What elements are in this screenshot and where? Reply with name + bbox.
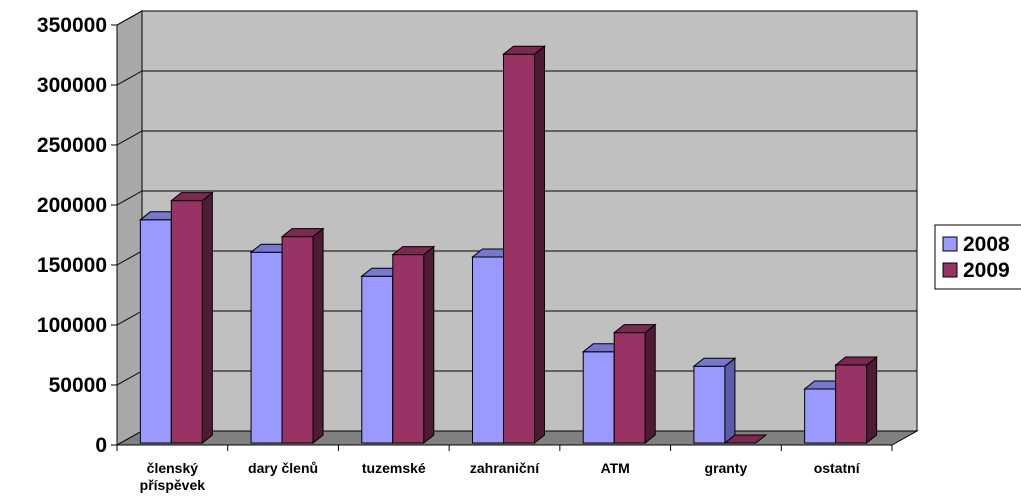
axes (116, 25, 892, 446)
legend: 2008 2009 (934, 224, 1021, 290)
x-axis-ticks: členský příspěvek dary členů tuzemské zahran… (116, 445, 893, 493)
bar-top (612, 324, 657, 334)
bar-front (804, 388, 837, 444)
y-tick-label: 150000 (37, 254, 107, 277)
gridline-side (116, 130, 143, 146)
y-tick-label: 200000 (37, 194, 107, 217)
bar-top (280, 228, 325, 238)
x-tick-label: členský příspěvek (140, 460, 206, 493)
bar-front (693, 365, 726, 444)
y-tick-label: 50000 (49, 374, 107, 397)
bar-2009-6 (834, 355, 879, 445)
bar-side (423, 245, 435, 445)
bar-front (582, 351, 615, 444)
bar-front (281, 236, 314, 444)
bar-front (392, 254, 425, 444)
gridline-side (116, 70, 143, 86)
legend-box (934, 224, 1021, 290)
legend-label-2009: 2009 (963, 259, 1010, 282)
bar-front (170, 200, 203, 444)
bar-2008-5 (692, 357, 737, 445)
bar-side (201, 191, 213, 445)
gridline-side (116, 310, 143, 326)
bar-top (391, 246, 436, 256)
bar-front (835, 364, 868, 444)
bar-2009-3 (502, 45, 546, 445)
bar-2009-4 (612, 323, 657, 445)
bar-side (644, 323, 656, 445)
x-tick-label: dary členů (248, 460, 318, 476)
y-tick-label: 350000 (37, 14, 107, 37)
legend-label-2008: 2008 (963, 233, 1010, 256)
x-tick-label: tuzemské (362, 460, 426, 476)
bar-top (502, 45, 546, 55)
bar-side (534, 45, 545, 445)
bar-front (472, 256, 504, 444)
bar-front (361, 275, 394, 444)
y-axis-ticks: 0 50000 100000 150000 200000 250000 300000 3500… (37, 14, 117, 457)
bar-front (250, 251, 283, 444)
legend-swatch-2009 (942, 262, 958, 278)
y-tick-label: 0 (95, 434, 107, 457)
gridline-side (116, 370, 143, 386)
bar-front (503, 53, 535, 444)
bar-2009-2 (391, 245, 436, 445)
x-tick-label: ATM (601, 460, 630, 476)
x-tick-label: ostatní (814, 460, 861, 476)
bar-side (866, 355, 878, 445)
bar-side (724, 357, 736, 445)
bar-front (613, 332, 646, 444)
bar-2009-1 (280, 227, 325, 445)
y-tick-label: 300000 (37, 74, 107, 97)
gridline-side (116, 250, 143, 266)
bar-top (692, 357, 737, 367)
x-tick-label: granty (705, 460, 748, 476)
bar-top (834, 356, 879, 366)
side-wall (116, 10, 143, 446)
bar-front (139, 219, 172, 444)
y-tick-label: 100000 (37, 314, 107, 337)
bar-top (723, 434, 768, 444)
gridline-side (116, 190, 143, 206)
legend-swatch-2008 (942, 236, 958, 252)
x-tick-label: zahraniční (470, 460, 540, 476)
bar-side (312, 227, 324, 445)
gridline-side (116, 10, 143, 26)
bars (138, 45, 879, 445)
bar-top (169, 192, 214, 202)
y-tick-label: 250000 (37, 134, 107, 157)
bar-2009-0 (169, 191, 214, 445)
bar-2009-5 (723, 434, 768, 444)
